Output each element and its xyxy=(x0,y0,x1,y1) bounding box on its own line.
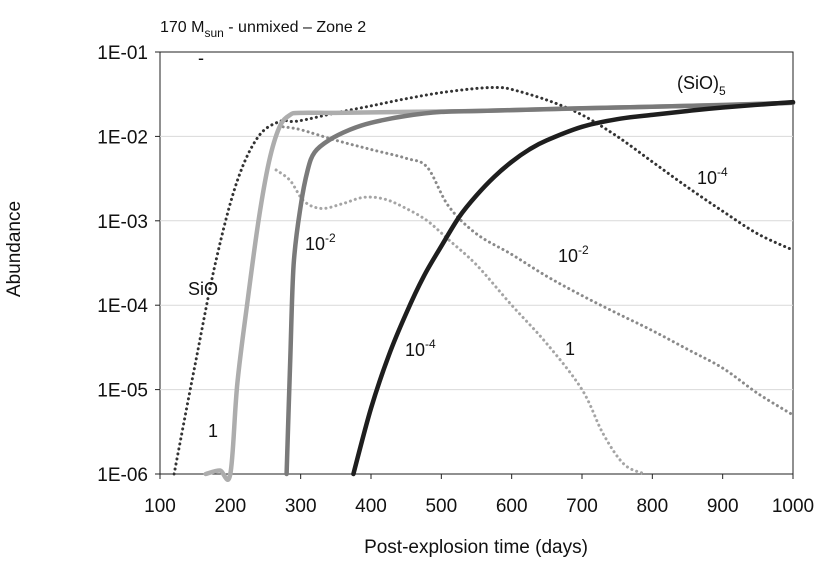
label-sio-10-2: 10-2 xyxy=(558,243,589,266)
x-tick-label: 700 xyxy=(566,496,598,517)
series-line-sio-10-2 xyxy=(281,125,795,417)
series-line--sio-5-10-4 xyxy=(351,99,796,477)
y-tick-label: 1E-02 xyxy=(97,127,148,148)
y-tick-label: 1E-05 xyxy=(97,381,148,402)
y-tick-label: 1E-03 xyxy=(97,212,148,233)
label-dash: - xyxy=(198,48,204,68)
y-tick-label: 1E-06 xyxy=(97,465,148,486)
series-lines xyxy=(172,85,796,482)
grid xyxy=(160,135,793,391)
x-tick-label: 900 xyxy=(707,496,739,517)
chart-title-rest: - unmixed – Zone 2 xyxy=(224,19,366,36)
x-tick-label: 200 xyxy=(214,496,246,517)
x-tick-label: 800 xyxy=(636,496,668,517)
x-tick-label: 1000 xyxy=(772,496,814,517)
plot-area xyxy=(159,51,794,475)
chart-title: 170 Msun - unmixed – Zone 2 xyxy=(160,19,366,40)
label-sio-1: 1 xyxy=(565,339,575,359)
label-sio-10-4: 10-4 xyxy=(697,165,728,188)
y-axis-ticks: 1E-01 1E-02 1E-03 1E-04 1E-05 1E-06 xyxy=(97,43,160,486)
x-axis-ticks: 100 200 300 400 500 600 700 800 900 1000 xyxy=(144,474,814,517)
x-tick-label: 300 xyxy=(285,496,317,517)
series-line-sio-1 xyxy=(274,168,647,476)
y-tick-label: 1E-04 xyxy=(97,296,148,317)
series-line-sio xyxy=(172,85,795,476)
y-tick-label: 1E-01 xyxy=(97,43,148,64)
x-tick-label: 600 xyxy=(496,496,528,517)
x-tick-label: 100 xyxy=(144,496,176,517)
label-solid-10-4: 10-4 xyxy=(405,337,436,360)
chart-title-main: 170 M xyxy=(160,19,204,36)
x-tick-label: 400 xyxy=(355,496,387,517)
x-tick-label: 500 xyxy=(425,496,457,517)
label-solid-10-2: 10-2 xyxy=(305,231,336,254)
series-line--sio-5-10-2 xyxy=(284,100,796,477)
chart-title-sub: sun xyxy=(204,26,223,40)
label-solid-1: 1 xyxy=(208,421,218,441)
x-axis-title: Post-explosion time (days) xyxy=(364,537,588,558)
label-sio5: (SiO)5 xyxy=(677,73,726,98)
y-axis-title: Abundance xyxy=(4,201,25,297)
label-sio: SiO xyxy=(188,279,218,299)
